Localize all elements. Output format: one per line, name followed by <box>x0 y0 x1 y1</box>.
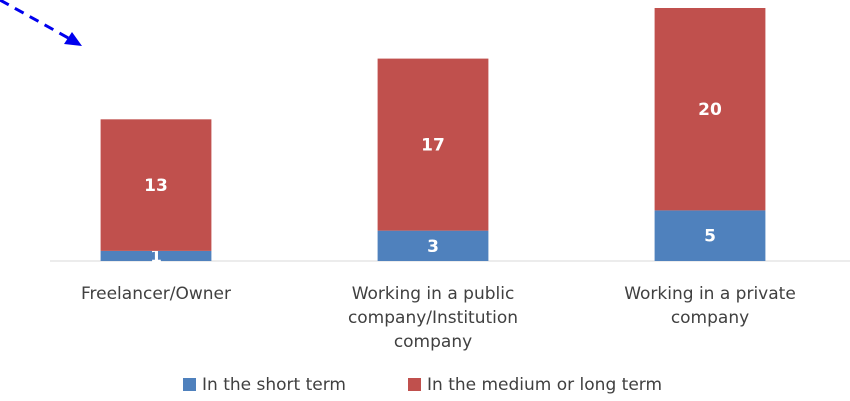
x-tick-label: Working in a public company/Institution … <box>347 284 519 352</box>
arrow-annotation <box>0 0 82 46</box>
x-tick-label: Freelancer/Owner <box>80 284 232 304</box>
value-label: 20 <box>698 100 722 120</box>
bar-segment <box>377 58 489 231</box>
value-label: 17 <box>421 136 445 156</box>
bar-segment <box>100 119 212 251</box>
value-label: 13 <box>144 176 168 196</box>
x-tick-label: Working in a private company <box>624 284 796 328</box>
value-label: 1 <box>150 247 162 267</box>
bar-segment <box>100 250 212 261</box>
legend-label: In the short term <box>202 375 346 395</box>
legend-swatch <box>183 378 196 391</box>
bar-segment <box>654 8 766 211</box>
bar-segment <box>377 230 489 261</box>
bar-segment <box>654 210 766 261</box>
legend-swatch <box>408 378 421 391</box>
value-label: 3 <box>427 237 439 257</box>
value-label: 5 <box>704 227 716 247</box>
legend-label: In the medium or long term <box>427 375 662 395</box>
